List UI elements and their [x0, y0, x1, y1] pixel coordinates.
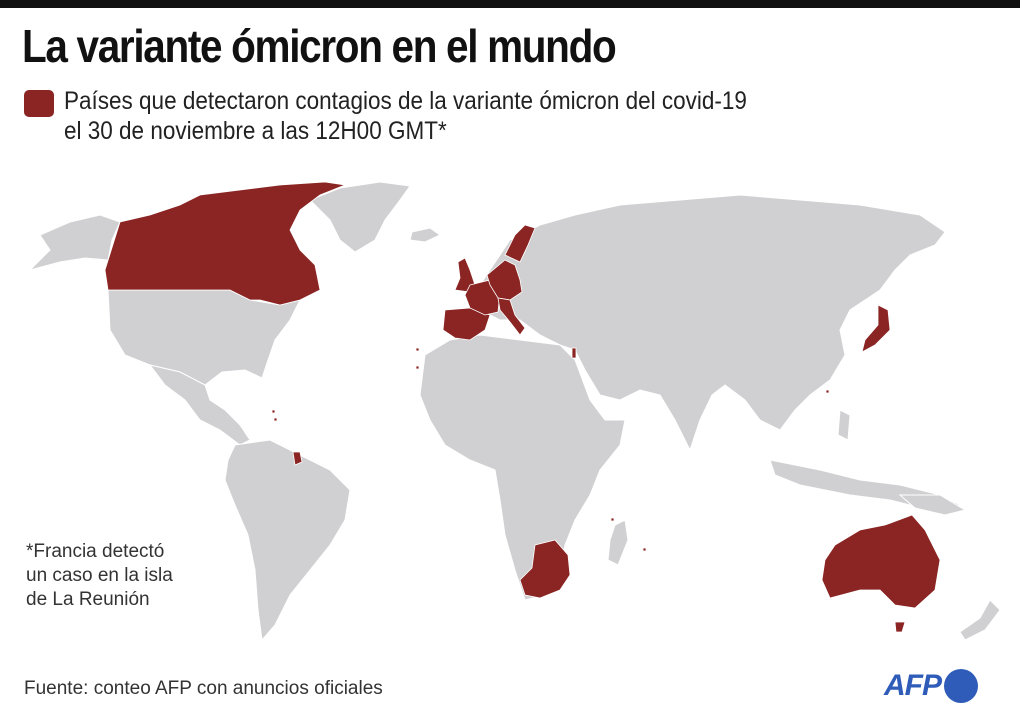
mayotte [610, 517, 615, 522]
highlighted-countries [104, 181, 941, 633]
legend: Países que detectaron contagios de la va… [24, 86, 1020, 146]
top-bar [0, 0, 1020, 8]
japan [861, 304, 891, 353]
footnote-line-3: de La Reunión [26, 589, 150, 610]
guadeloupe [271, 409, 276, 414]
land-masses [28, 181, 1001, 642]
legend-line-1: Países que detectaron contagios de la va… [64, 87, 747, 115]
africa [419, 334, 626, 601]
french-guiana [292, 451, 303, 466]
tasmania [894, 621, 906, 633]
world-map [28, 181, 1001, 642]
source-text: Fuente: conteo AFP con anuncios oficiale… [24, 678, 383, 699]
australia [821, 514, 941, 609]
legend-line-2: el 30 de noviembre a las 12H00 GMT* [64, 117, 447, 145]
eurasia [469, 194, 946, 452]
afp-logo-text: AFP [884, 669, 942, 702]
israel [571, 347, 577, 359]
reunion [642, 547, 647, 552]
footnote-line-1: *Francia detectó [26, 541, 165, 562]
new-guinea [898, 494, 967, 516]
legend-text: Países que detectaron contagios de la va… [64, 86, 964, 146]
madeira [415, 347, 420, 352]
afp-logo-circle-icon [944, 669, 978, 703]
canada [104, 181, 347, 306]
sweden [504, 224, 536, 263]
south-america [224, 439, 351, 642]
greenland [309, 181, 411, 253]
italy [497, 297, 526, 336]
iceland [409, 227, 441, 243]
usa [107, 289, 301, 386]
afp-logo: AFP [884, 669, 978, 703]
martinique [273, 417, 278, 422]
germany-benelux [486, 259, 523, 301]
madagascar [607, 519, 629, 566]
footnote-line-2: un caso en la isla [26, 565, 173, 586]
central-america [148, 364, 251, 446]
legend-swatch-icon [24, 90, 54, 117]
new-zealand [959, 599, 1001, 641]
canaries [415, 365, 420, 370]
south-africa-botswana [519, 539, 571, 599]
page-title: La variante ómicron en el mundo [22, 20, 617, 72]
philippines [837, 409, 851, 441]
hong-kong [825, 389, 830, 394]
footnote: *Francia detectó un caso en la isla de L… [26, 540, 226, 612]
alaska [28, 214, 121, 271]
